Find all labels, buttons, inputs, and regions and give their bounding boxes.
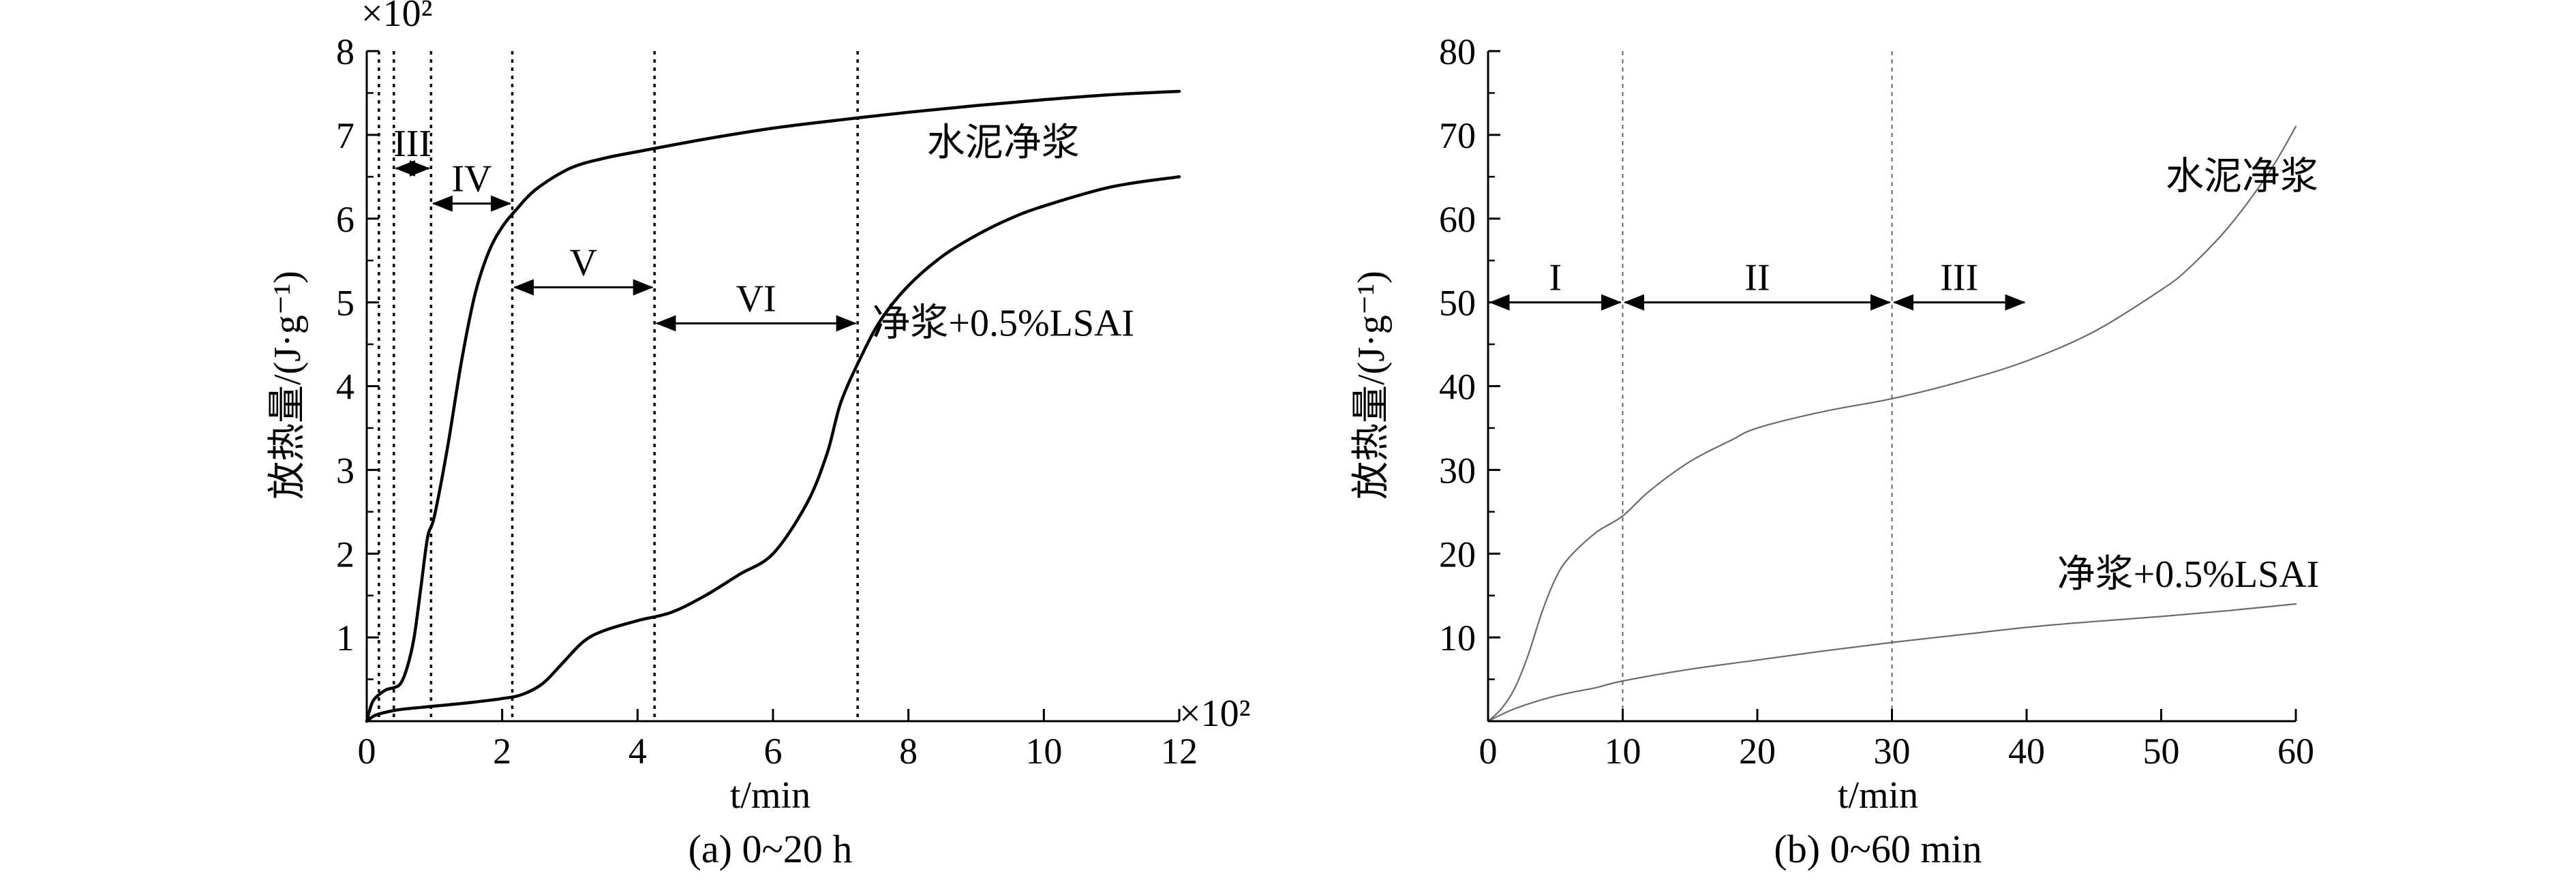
x-tick-label: 0: [358, 731, 376, 772]
x-tick-label: 40: [2008, 731, 2045, 772]
y-tick-label: 2: [336, 534, 354, 575]
series-line: [365, 89, 1181, 723]
x-tick-label: 4: [628, 731, 647, 772]
caption: (a) 0~20 h: [688, 827, 853, 871]
x-tick-label: 12: [1161, 731, 1198, 772]
y-axis-label: 放热量/(J·g⁻¹): [1350, 271, 1393, 500]
caption: (b) 0~60 min: [1774, 827, 1982, 871]
x-tick-label: 6: [764, 731, 783, 772]
y-tick-label: 50: [1439, 283, 1476, 324]
vertical-lines: [1622, 51, 1893, 721]
y-tick-label: 80: [1439, 31, 1476, 72]
y-tick-label: 30: [1439, 450, 1476, 491]
x-tick-label: 50: [2143, 731, 2180, 772]
y-tick-label: 5: [336, 283, 354, 324]
y-tick-label: 20: [1439, 534, 1476, 575]
region-label: IV: [451, 158, 491, 200]
region-markers: I II III: [1489, 257, 2026, 311]
x-axis-label: t/min: [1838, 774, 1918, 817]
y-tick-label: 4: [336, 367, 354, 408]
y-axis-label: 放热量/(J·g⁻¹): [267, 271, 309, 500]
y-tick-label: 7: [336, 115, 354, 156]
x-tick-label: 60: [2277, 731, 2314, 772]
series-annotation: 净浆+0.5%LSAI: [2057, 553, 2320, 596]
series-annotation: 净浆+0.5%LSAI: [872, 302, 1134, 344]
series-annotation: 水泥净浆: [927, 122, 1080, 164]
y-tick-label: 40: [1439, 367, 1476, 408]
x-axis-label: t/min: [730, 774, 810, 817]
y-tick-label: 70: [1439, 115, 1476, 156]
x-tick-label: 20: [1739, 731, 1776, 772]
region-label: II: [1744, 257, 1770, 299]
region-label: VI: [736, 277, 776, 320]
series-annotation: 水泥净浆: [2166, 155, 2318, 198]
y-tick-label: 8: [336, 31, 354, 72]
x-tick-label: 10: [1025, 731, 1062, 772]
series-line: [365, 175, 1181, 723]
series-layer: [365, 89, 1181, 723]
region-label: I: [1549, 257, 1562, 299]
axes: 0 10 20 30 40 50 60 10 20 30 40 50 60 70 80: [1439, 31, 2314, 772]
series-layer: [1487, 125, 2297, 723]
region-label: III: [393, 123, 431, 165]
region-markers: III IV V VI: [393, 123, 857, 332]
region-label: III: [1940, 257, 1978, 299]
y-tick-label: 10: [1439, 618, 1476, 658]
series-line: [1487, 125, 2297, 723]
x-axis-multiplier: ×10²: [1179, 693, 1250, 735]
y-tick-label: 3: [336, 450, 354, 491]
y-tick-label: 1: [336, 618, 354, 658]
series-line: [1487, 603, 2297, 723]
x-tick-label: 30: [1874, 731, 1911, 772]
y-tick-label: 6: [336, 199, 354, 240]
x-tick-label: 2: [493, 731, 511, 772]
region-label: V: [570, 242, 597, 284]
x-tick-label: 10: [1605, 731, 1641, 772]
x-tick-label: 0: [1479, 731, 1498, 772]
x-tick-label: 8: [899, 731, 918, 772]
y-axis-multiplier: ×10²: [361, 0, 432, 35]
vertical-lines: [378, 51, 859, 721]
y-tick-label: 60: [1439, 199, 1476, 240]
